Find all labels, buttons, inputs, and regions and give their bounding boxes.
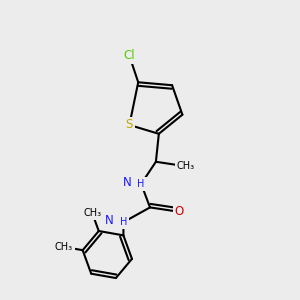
- Text: N: N: [123, 176, 131, 190]
- Text: N: N: [105, 214, 114, 227]
- Text: Cl: Cl: [124, 49, 135, 62]
- Text: CH₃: CH₃: [176, 161, 194, 171]
- Text: CH₃: CH₃: [83, 208, 101, 218]
- Text: H: H: [120, 217, 127, 227]
- Text: H: H: [137, 179, 145, 189]
- Text: CH₃: CH₃: [55, 242, 73, 252]
- Text: S: S: [126, 118, 133, 131]
- Text: O: O: [175, 205, 184, 218]
